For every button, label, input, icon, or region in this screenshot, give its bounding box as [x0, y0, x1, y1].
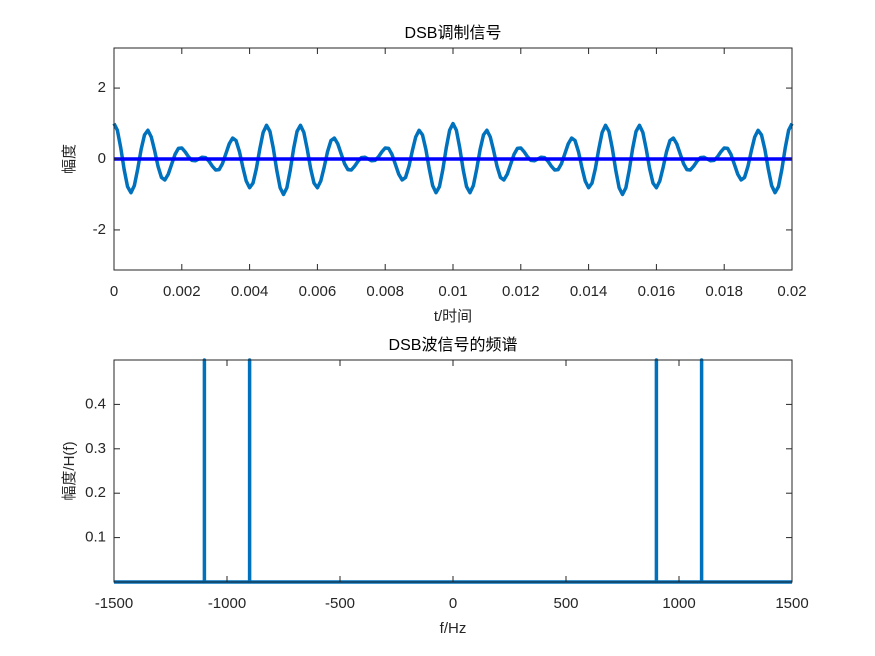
x-tick-label: 0	[449, 595, 457, 612]
x-tick-label: 0.008	[366, 283, 404, 300]
x-tick-label: 0.018	[705, 283, 743, 300]
x-tick-label: -1500	[95, 595, 133, 612]
y-tick-label: 0.3	[85, 440, 106, 457]
x-tick-label: 0.006	[299, 283, 337, 300]
x-tick-label: -500	[325, 595, 355, 612]
y-axis-label: 幅度	[61, 144, 78, 174]
x-tick-label: 0.02	[777, 283, 806, 300]
x-tick-label: 0.012	[502, 283, 540, 300]
chart-title: DSB波信号的频谱	[389, 336, 518, 354]
x-tick-label: 0.002	[163, 283, 201, 300]
x-tick-label: 0	[110, 283, 118, 300]
x-tick-label: 0.01	[438, 283, 467, 300]
x-tick-label: -1000	[208, 595, 246, 612]
y-axis-label: 幅度/H(f)	[61, 441, 78, 500]
y-tick-label: 0	[98, 150, 106, 167]
y-tick-label: 2	[98, 79, 106, 96]
chart-title: DSB调制信号	[405, 24, 502, 42]
y-tick-label: 0.4	[85, 395, 106, 412]
x-tick-label: 1500	[775, 595, 808, 612]
series-line	[112, 121, 794, 197]
x-tick-label: 1000	[662, 595, 695, 612]
x-tick-label: 0.014	[570, 283, 608, 300]
axes-background	[114, 360, 792, 582]
x-tick-label: 500	[553, 595, 578, 612]
x-tick-label: 0.016	[638, 283, 676, 300]
y-tick-label: -2	[93, 221, 106, 238]
y-tick-label: 0.2	[85, 484, 106, 501]
x-tick-label: 0.004	[231, 283, 269, 300]
y-tick-label: 0.1	[85, 529, 106, 546]
x-axis-label: t/时间	[434, 308, 472, 325]
x-axis-label: f/Hz	[440, 620, 467, 637]
